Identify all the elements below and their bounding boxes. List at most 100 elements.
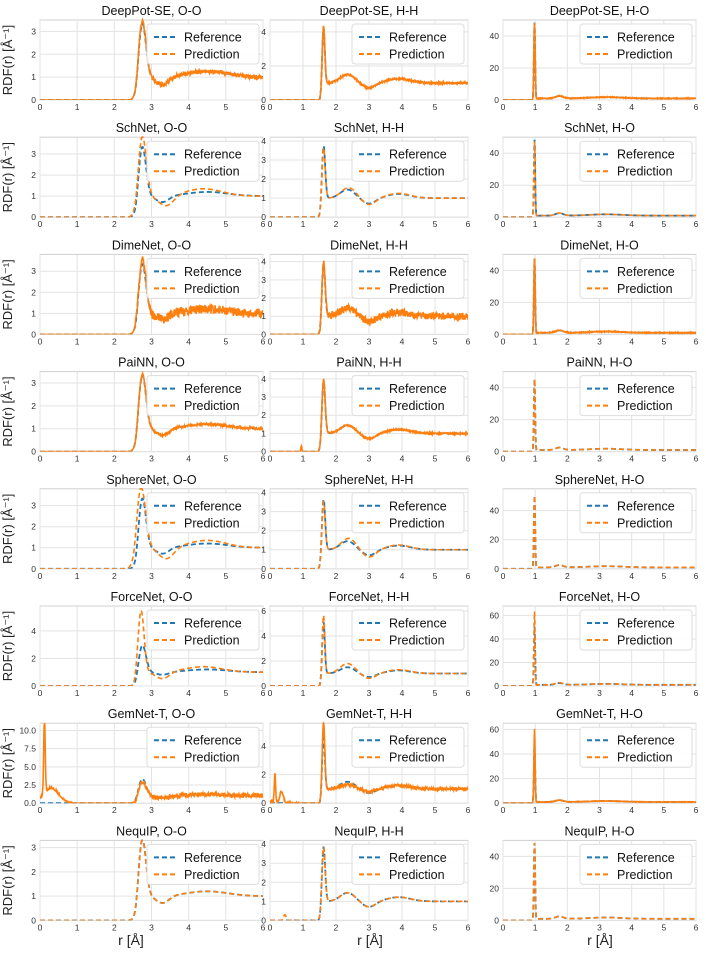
- prediction-series-line: [40, 136, 263, 218]
- x-tick-label: 4: [629, 922, 634, 932]
- x-tick-label: 5: [661, 336, 666, 346]
- x-tick-label: 5: [223, 688, 228, 698]
- x-tick-label: 6: [261, 805, 266, 815]
- y-tick-label: 2: [261, 656, 266, 666]
- x-tick-label: 3: [149, 688, 154, 698]
- y-tick-label: 20: [490, 415, 500, 425]
- subplot-23: 0 1 2 3 4 5 6 0 20 40 NequIP, H-O Reference Predicti…: [490, 824, 699, 932]
- y-tick-label: 40: [490, 383, 500, 393]
- subplot-8: 0 1 2 3 4 5 6 0 20 40 DimeNet, H-O Reference Predict…: [490, 238, 699, 346]
- x-tick-label: 4: [186, 219, 191, 229]
- subplot-title: SchNet, H-H: [334, 121, 404, 135]
- reference-series-line: [270, 498, 468, 569]
- x-tick-label: 0: [501, 571, 506, 581]
- x-tick-label: 3: [597, 805, 602, 815]
- x-tick-label: 2: [112, 102, 117, 112]
- legend: Reference Prediction: [146, 23, 260, 65]
- legend-label-prediction: Prediction: [617, 165, 673, 179]
- subplot-title: DimeNet, H-O: [560, 238, 639, 252]
- y-tick-label: 2: [31, 653, 36, 663]
- x-tick-label: 5: [223, 922, 228, 932]
- legend: Reference Prediction: [579, 140, 693, 182]
- x-tick-label: 5: [223, 336, 228, 346]
- legend-label-prediction: Prediction: [617, 868, 673, 882]
- legend-label-prediction: Prediction: [184, 165, 240, 179]
- x-tick-label: 2: [334, 336, 339, 346]
- y-tick-label: 40: [490, 634, 500, 644]
- y-tick-label: 3: [31, 843, 36, 853]
- prediction-series-line: [40, 722, 263, 804]
- x-tick-label: 4: [186, 571, 191, 581]
- y-tick-label: 2: [261, 410, 266, 420]
- y-tick-label: 20: [490, 180, 500, 190]
- x-tick-label: 1: [75, 336, 80, 346]
- x-tick-label: 6: [261, 571, 266, 581]
- y-tick-label: 7.5: [24, 744, 36, 754]
- y-tick-label: 3: [31, 266, 36, 276]
- legend-label-reference: Reference: [389, 851, 447, 865]
- legend: Reference Prediction: [351, 609, 465, 651]
- subplot-title: ForceNet, H-H: [329, 590, 410, 604]
- x-tick-label: 2: [112, 805, 117, 815]
- prediction-series-line: [270, 147, 468, 218]
- x-tick-label: 1: [75, 219, 80, 229]
- legend-label-reference: Reference: [617, 734, 675, 748]
- reference-series-line: [503, 139, 696, 218]
- subplot-title: NequIP, H-H: [334, 824, 403, 838]
- y-tick-label: 1: [261, 545, 266, 555]
- subplot-title: SchNet, O-O: [116, 121, 188, 135]
- x-tick-label: 3: [597, 922, 602, 932]
- subplot-18: 0 1 2 3 4 5 6 0.0 2.5 5.0 7.5 10.0 GemNet-T, O-O Refe…: [0, 707, 266, 815]
- legend: Reference Prediction: [351, 140, 465, 182]
- subplot-title: DimeNet, H-H: [330, 238, 408, 252]
- x-tick-label: 0: [38, 805, 43, 815]
- x-tick-label: 6: [261, 922, 266, 932]
- x-tick-label: 3: [597, 102, 602, 112]
- x-tick-label: 0: [268, 219, 273, 229]
- x-tick-label: 4: [400, 336, 405, 346]
- y-tick-label: 20: [490, 535, 500, 545]
- y-tick-label: 0: [494, 798, 499, 808]
- legend-label-reference: Reference: [184, 31, 242, 45]
- y-tick-label: 3: [261, 507, 266, 517]
- y-tick-label: 0: [31, 329, 36, 339]
- legend-label-reference: Reference: [389, 382, 447, 396]
- x-tick-label: 2: [334, 922, 339, 932]
- x-tick-label: 5: [433, 219, 438, 229]
- y-axis-label: RDF(r) [Å⁻¹]: [0, 728, 15, 798]
- x-tick-label: 6: [466, 102, 471, 112]
- x-tick-label: 5: [223, 454, 228, 464]
- legend-label-reference: Reference: [617, 851, 675, 865]
- y-tick-label: 2: [31, 170, 36, 180]
- x-tick-label: 2: [565, 219, 570, 229]
- y-tick-label: 0: [261, 95, 266, 105]
- prediction-series-line: [270, 500, 468, 569]
- x-tick-label: 0: [501, 805, 506, 815]
- subplot-title: GemNet-T, O-O: [108, 707, 196, 721]
- legend: Reference Prediction: [146, 843, 260, 885]
- x-tick-label: 2: [334, 805, 339, 815]
- prediction-series-line: [40, 487, 263, 569]
- x-tick-label: 5: [661, 102, 666, 112]
- legend: Reference Prediction: [351, 257, 465, 299]
- x-tick-label: 1: [75, 805, 80, 815]
- x-tick-label: 6: [261, 454, 266, 464]
- x-tick-label: 0: [38, 454, 43, 464]
- prediction-series-line: [503, 611, 696, 686]
- x-axis-label-col1: r [Å]: [118, 932, 144, 948]
- legend: Reference Prediction: [146, 492, 260, 534]
- legend-label-prediction: Prediction: [184, 634, 240, 648]
- x-tick-label: 1: [301, 102, 306, 112]
- x-tick-label: 6: [694, 688, 699, 698]
- prediction-series-line: [503, 258, 696, 335]
- y-tick-label: 20: [490, 297, 500, 307]
- y-tick-label: 20: [490, 63, 500, 73]
- prediction-series-line: [503, 728, 696, 804]
- subplot-title: ForceNet, H-O: [559, 590, 641, 604]
- y-tick-label: 3: [261, 275, 266, 285]
- y-tick-label: 2: [261, 770, 266, 780]
